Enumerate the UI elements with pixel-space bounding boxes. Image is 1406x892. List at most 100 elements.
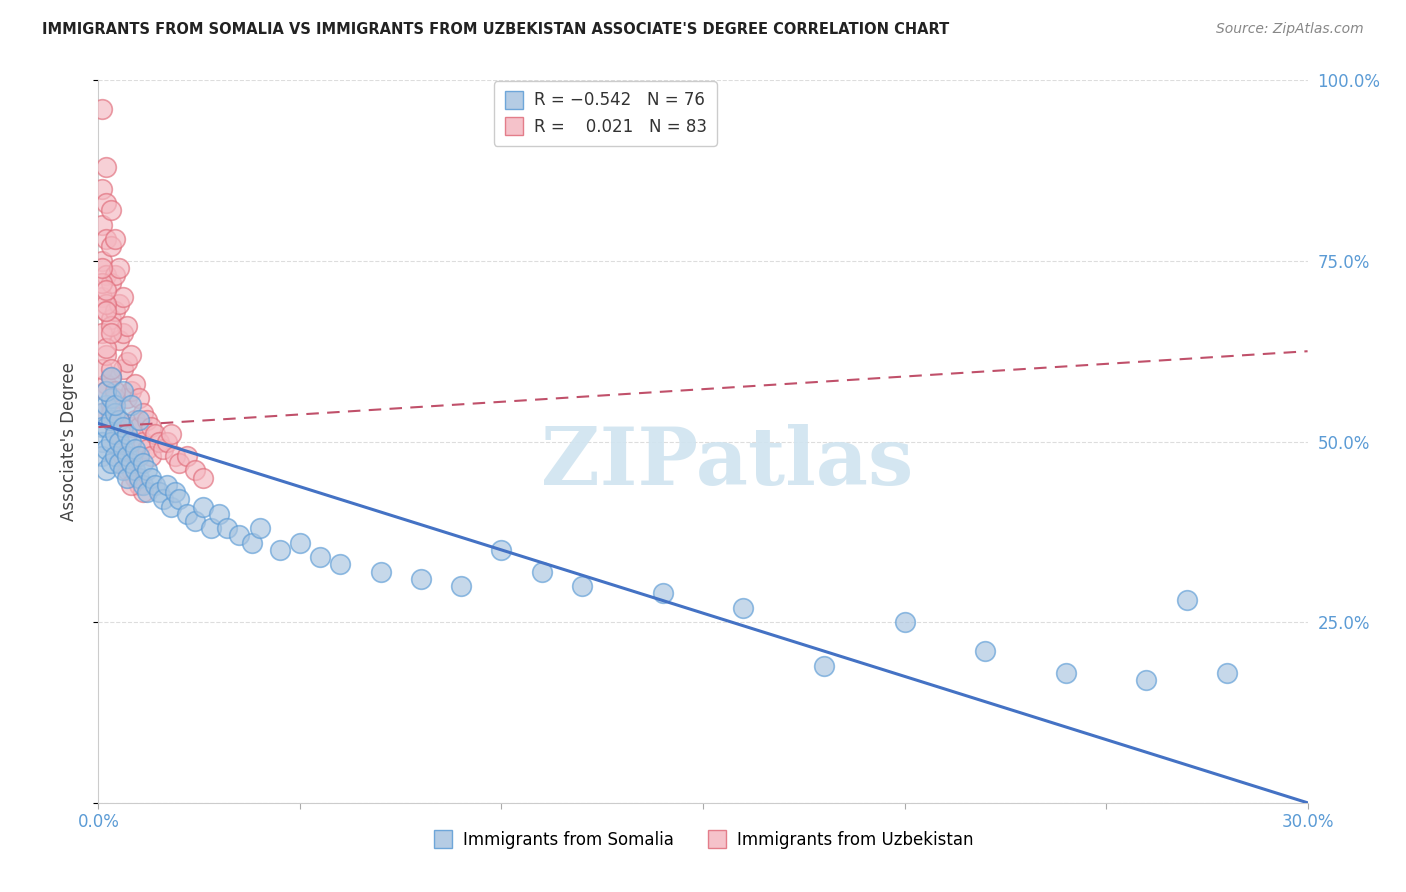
Point — [96, 297, 118, 311]
Point — [103, 420, 125, 434]
Point — [184, 463, 207, 477]
Point — [115, 391, 138, 405]
Point — [100, 434, 122, 449]
Point — [103, 304, 125, 318]
Point — [193, 470, 215, 484]
Point — [111, 384, 134, 398]
Point — [107, 434, 129, 449]
Point — [163, 485, 186, 500]
Point — [107, 434, 129, 449]
Point — [148, 434, 170, 449]
Point — [107, 261, 129, 276]
Point — [103, 406, 125, 420]
Point — [132, 434, 155, 449]
Point — [132, 485, 155, 500]
Text: IMMIGRANTS FROM SOMALIA VS IMMIGRANTS FROM UZBEKISTAN ASSOCIATE'S DEGREE CORRELA: IMMIGRANTS FROM SOMALIA VS IMMIGRANTS FR… — [42, 22, 949, 37]
Legend: Immigrants from Somalia, Immigrants from Uzbekistan: Immigrants from Somalia, Immigrants from… — [426, 824, 980, 856]
Point — [96, 268, 118, 283]
Point — [120, 348, 142, 362]
Point — [139, 470, 162, 484]
Point — [160, 500, 183, 514]
Point — [124, 442, 146, 456]
Point — [124, 376, 146, 391]
Point — [91, 261, 114, 276]
Point — [1175, 593, 1198, 607]
Point — [100, 398, 122, 412]
Point — [103, 449, 125, 463]
Point — [115, 427, 138, 442]
Point — [111, 326, 134, 340]
Point — [120, 434, 142, 449]
Point — [148, 485, 170, 500]
Point — [1216, 665, 1239, 680]
Point — [208, 507, 231, 521]
Point — [450, 579, 472, 593]
Point — [96, 304, 118, 318]
Point — [96, 283, 118, 297]
Point — [96, 398, 118, 412]
Point — [120, 463, 142, 477]
Point — [530, 565, 553, 579]
Point — [228, 528, 250, 542]
Point — [91, 362, 114, 376]
Point — [96, 160, 118, 174]
Point — [100, 369, 122, 384]
Point — [100, 239, 122, 253]
Point — [128, 449, 150, 463]
Point — [103, 398, 125, 412]
Point — [111, 449, 134, 463]
Point — [91, 326, 114, 340]
Point — [184, 514, 207, 528]
Point — [893, 615, 915, 630]
Point — [733, 600, 755, 615]
Point — [128, 470, 150, 484]
Point — [100, 276, 122, 290]
Point — [124, 470, 146, 484]
Point — [91, 406, 114, 420]
Point — [91, 276, 114, 290]
Point — [111, 463, 134, 477]
Point — [139, 420, 162, 434]
Point — [115, 470, 138, 484]
Point — [100, 456, 122, 470]
Point — [96, 232, 118, 246]
Point — [329, 558, 352, 572]
Point — [160, 427, 183, 442]
Point — [491, 542, 513, 557]
Point — [128, 391, 150, 405]
Point — [96, 304, 118, 318]
Point — [100, 362, 122, 376]
Point — [115, 463, 138, 477]
Point — [176, 507, 198, 521]
Point — [152, 492, 174, 507]
Point — [103, 232, 125, 246]
Point — [91, 420, 114, 434]
Point — [135, 442, 157, 456]
Point — [91, 406, 114, 420]
Point — [217, 521, 239, 535]
Text: Source: ZipAtlas.com: Source: ZipAtlas.com — [1216, 22, 1364, 37]
Point — [139, 449, 162, 463]
Point — [120, 420, 142, 434]
Point — [103, 391, 125, 405]
Point — [163, 449, 186, 463]
Point — [100, 391, 122, 405]
Point — [107, 434, 129, 449]
Point — [124, 463, 146, 477]
Point — [156, 434, 179, 449]
Point — [107, 456, 129, 470]
Y-axis label: Associate's Degree: Associate's Degree — [59, 362, 77, 521]
Point — [167, 492, 190, 507]
Point — [107, 413, 129, 427]
Point — [240, 535, 263, 549]
Point — [120, 398, 142, 412]
Point — [115, 318, 138, 333]
Point — [1135, 673, 1157, 687]
Point — [120, 384, 142, 398]
Point — [132, 478, 155, 492]
Point — [107, 334, 129, 348]
Point — [193, 500, 215, 514]
Point — [103, 420, 125, 434]
Point — [651, 586, 673, 600]
Point — [100, 203, 122, 218]
